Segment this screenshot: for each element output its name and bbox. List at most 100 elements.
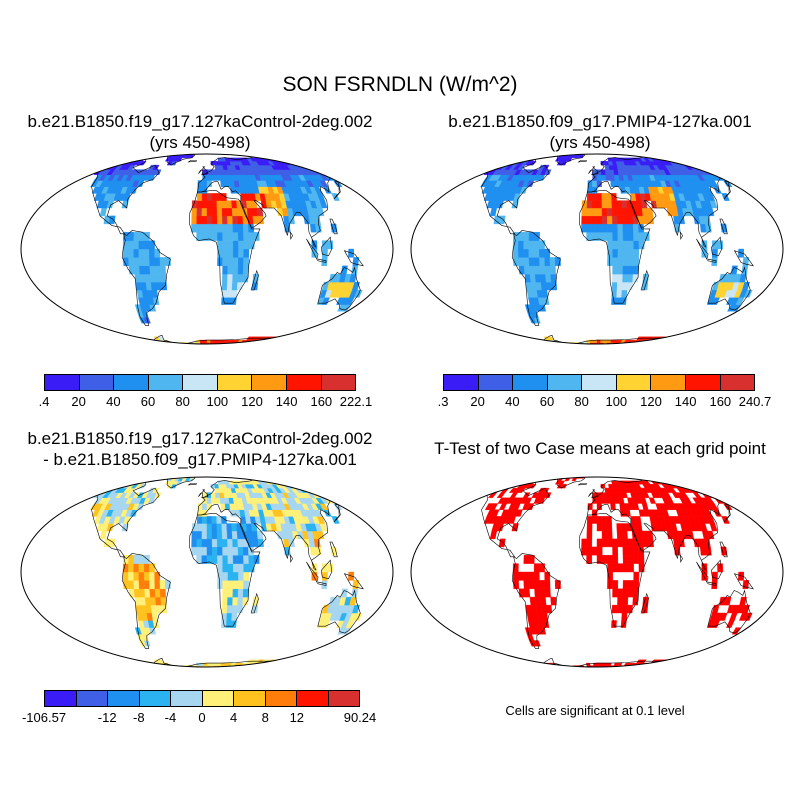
grid-cell bbox=[257, 344, 264, 345]
grid-cell bbox=[529, 665, 537, 667]
colorbar-swatch bbox=[45, 691, 77, 706]
grid-cell bbox=[653, 478, 663, 482]
grid-cell bbox=[160, 273, 167, 283]
grid-cell bbox=[492, 484, 503, 489]
grid-cell bbox=[154, 492, 162, 498]
grid-cell bbox=[90, 160, 102, 166]
grid-cell bbox=[633, 248, 640, 258]
grid-cell bbox=[622, 555, 629, 564]
grid-cell bbox=[243, 571, 250, 581]
grid-cell bbox=[621, 492, 628, 498]
grid-cell bbox=[191, 207, 198, 217]
grid-cell bbox=[206, 523, 213, 532]
grid-cell bbox=[562, 344, 567, 345]
grid-cell bbox=[559, 667, 565, 668]
grid-cell bbox=[211, 223, 218, 233]
grid-cell bbox=[492, 160, 503, 166]
grid-cell bbox=[686, 344, 696, 345]
grid-cell bbox=[612, 344, 616, 345]
grid-cell bbox=[544, 248, 551, 258]
colorbar-swatch bbox=[444, 375, 479, 390]
grid-cells bbox=[74, 153, 371, 345]
grid-cell bbox=[518, 265, 526, 275]
grid-cell bbox=[517, 339, 527, 343]
grid-cell bbox=[683, 344, 693, 345]
grid-cell bbox=[90, 484, 102, 489]
grid-cell bbox=[500, 160, 511, 166]
grid-cell bbox=[159, 667, 165, 668]
grid-cell bbox=[289, 480, 299, 485]
colorbar-swatch bbox=[171, 691, 203, 706]
grid-cell bbox=[318, 662, 330, 666]
coastline bbox=[320, 559, 333, 580]
grid-cell bbox=[691, 662, 702, 666]
grid-cell bbox=[324, 484, 336, 489]
grid-cell bbox=[318, 487, 329, 493]
grid-cell bbox=[568, 153, 573, 154]
grid-cell bbox=[232, 248, 239, 258]
grid-cell bbox=[638, 563, 645, 573]
grid-cell bbox=[122, 665, 131, 667]
colorbar-tick-label: 240.7 bbox=[738, 394, 772, 409]
coastline bbox=[163, 154, 196, 166]
grid-cell bbox=[149, 580, 156, 589]
grid-cell bbox=[683, 667, 693, 668]
coastline bbox=[306, 238, 319, 260]
grid-cell bbox=[232, 223, 239, 233]
grid-cell bbox=[648, 497, 656, 504]
grid-cell bbox=[110, 160, 121, 166]
grid-cell bbox=[323, 186, 332, 194]
grid-cell bbox=[660, 342, 669, 344]
grid-cell bbox=[537, 667, 544, 668]
coastline bbox=[355, 629, 374, 642]
grid-cell bbox=[110, 484, 121, 489]
grid-cell bbox=[232, 240, 239, 250]
grid-cell bbox=[118, 342, 128, 344]
grid-cell bbox=[515, 665, 525, 667]
grid-cell bbox=[568, 344, 573, 345]
grid-cell bbox=[695, 484, 706, 489]
grid-cell bbox=[291, 339, 301, 343]
grid-cell bbox=[115, 480, 125, 485]
grid-cell bbox=[646, 530, 654, 540]
grid-cell bbox=[238, 571, 244, 581]
grid-cell bbox=[152, 342, 161, 344]
grid-cell bbox=[147, 667, 154, 668]
grid-cell bbox=[143, 580, 150, 589]
grid-cell bbox=[232, 538, 239, 548]
grid-cell bbox=[671, 667, 680, 668]
grid-cell bbox=[700, 336, 711, 341]
grid-cell bbox=[206, 207, 213, 217]
grid-cell bbox=[519, 342, 528, 344]
grid-cell bbox=[215, 497, 221, 504]
grid-cell bbox=[321, 248, 328, 258]
grid-cell bbox=[616, 523, 623, 532]
grid-cell bbox=[548, 665, 557, 667]
grid-cell bbox=[118, 665, 128, 667]
grid-cell bbox=[650, 339, 659, 343]
grid-cell bbox=[468, 484, 480, 489]
grid-cell bbox=[149, 342, 157, 344]
grid-cell bbox=[584, 667, 588, 668]
colorbar-tick-label: 100 bbox=[206, 394, 229, 409]
coastline bbox=[329, 541, 338, 558]
grid-cell bbox=[685, 662, 695, 666]
grid-cell bbox=[272, 344, 280, 345]
grid-cell bbox=[308, 344, 319, 345]
grid-cell bbox=[201, 516, 208, 524]
grid-cell bbox=[109, 667, 119, 668]
map-frame bbox=[20, 476, 394, 668]
grid-cell bbox=[539, 665, 547, 667]
grid-cell bbox=[222, 240, 229, 250]
grid-cell bbox=[660, 662, 670, 666]
grid-cell bbox=[175, 153, 180, 154]
panel-title-pmip4: b.e21.B1850.f09_g17.PMIP4-127ka.001 (yrs… bbox=[400, 111, 800, 153]
colorbar-tick-label: 222.1 bbox=[339, 394, 373, 409]
grid-cell bbox=[232, 215, 239, 225]
grid-cell bbox=[133, 248, 140, 258]
grid-cell bbox=[529, 273, 537, 283]
grid-cell bbox=[135, 342, 144, 344]
grid-cell bbox=[293, 160, 304, 166]
grid-cell bbox=[237, 273, 244, 283]
coastline bbox=[719, 218, 728, 235]
